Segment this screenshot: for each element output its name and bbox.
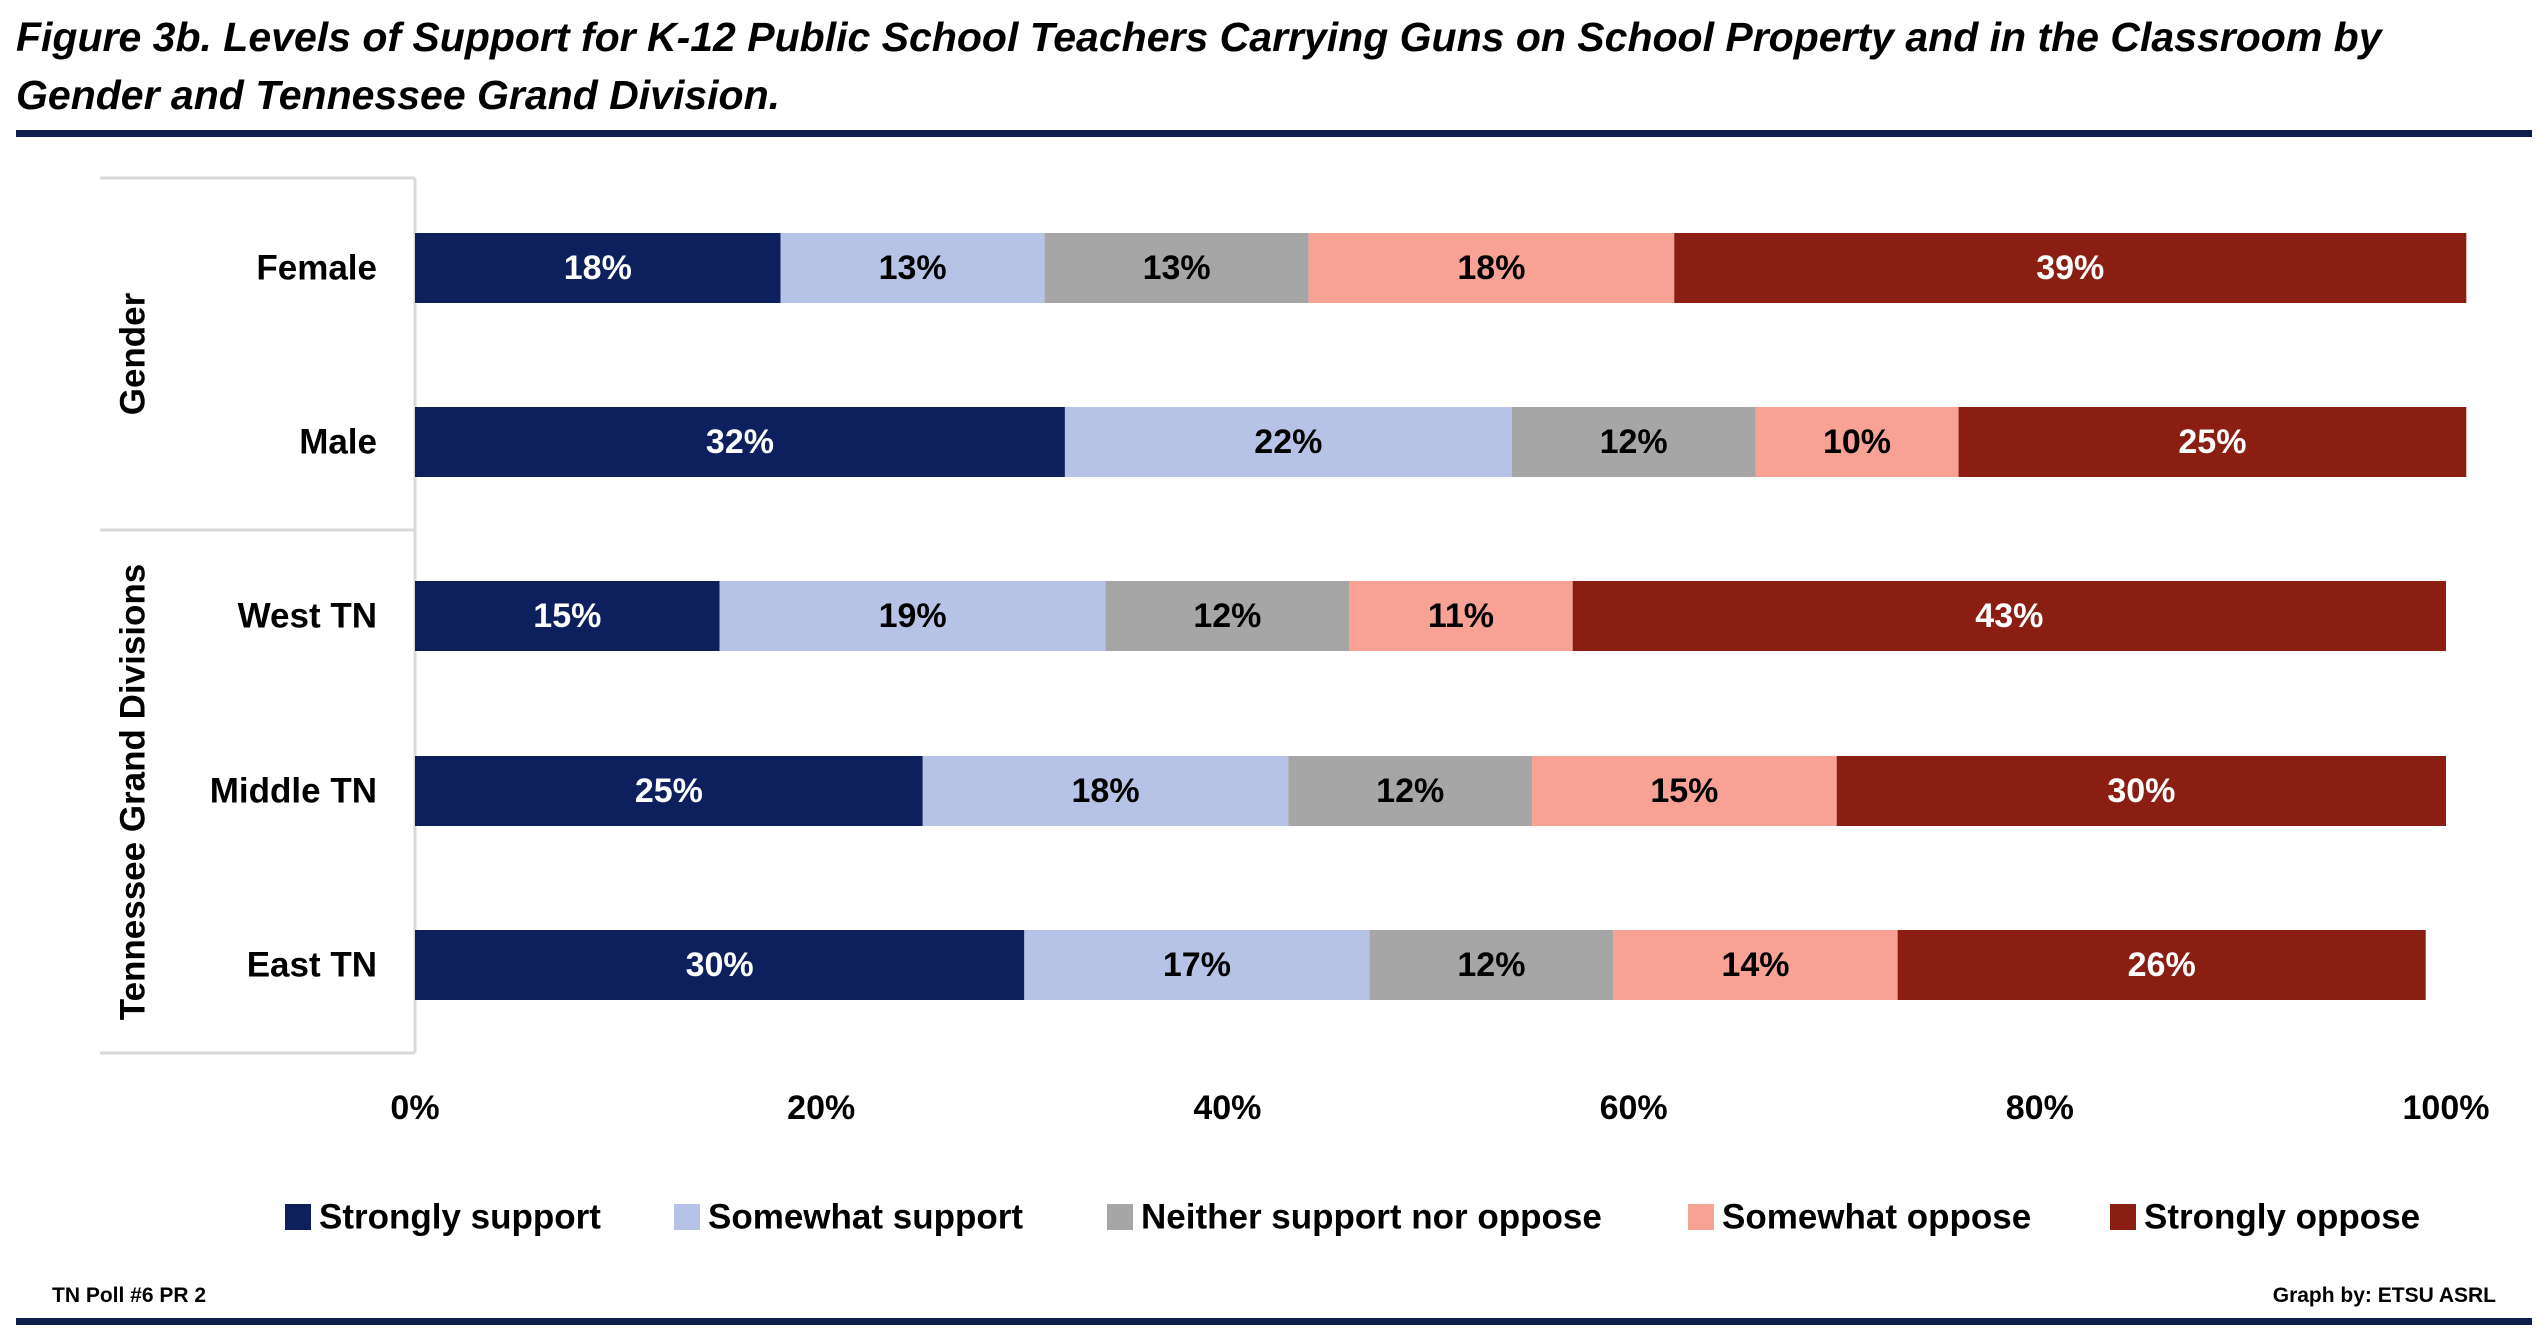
- category-label-female: Female: [256, 249, 377, 288]
- bar-west-tn-somewhat-oppose: [1349, 581, 1573, 651]
- data-label-west-tn-neither-support-nor-oppose: 12%: [1193, 597, 1261, 635]
- x-tick-label-100: 100%: [2403, 1089, 2490, 1127]
- legend-label-strongly-oppose: Strongly oppose: [2144, 1198, 2420, 1237]
- data-label-male-somewhat-oppose: 10%: [1823, 423, 1891, 461]
- bar-middle-tn-somewhat-support: [922, 756, 1289, 826]
- footer-credit: Graph by: ETSU ASRL: [2272, 1284, 2496, 1307]
- x-tick-label-0: 0%: [390, 1089, 439, 1127]
- bar-male-neither-support-nor-oppose: [1511, 407, 1756, 477]
- legend-label-neither-support-nor-oppose: Neither support nor oppose: [1141, 1198, 1602, 1237]
- category-label-west-tn: West TN: [238, 597, 377, 636]
- bar-middle-tn-neither-support-nor-oppose: [1288, 756, 1533, 826]
- bar-female-neither-support-nor-oppose: [1044, 233, 1309, 303]
- x-tick-label-60: 60%: [1600, 1089, 1668, 1127]
- bar-male-somewhat-oppose: [1755, 407, 1959, 477]
- bar-female-strongly-support: [415, 233, 781, 303]
- title-underline: [16, 130, 2532, 137]
- data-label-male-strongly-oppose: 25%: [2178, 423, 2246, 461]
- bar-west-tn-strongly-support: [415, 581, 720, 651]
- stacked-bar-chart: Gender Tennessee Grand Divisions Female 18%…: [100, 176, 2490, 1237]
- footer-rule: [16, 1318, 2532, 1325]
- category-label-male: Male: [299, 423, 377, 462]
- bar-east-tn-strongly-oppose: [1897, 930, 2426, 1000]
- legend-label-somewhat-oppose: Somewhat oppose: [1722, 1198, 2031, 1237]
- x-tick-label-40: 40%: [1193, 1089, 1261, 1127]
- data-label-west-tn-somewhat-support: 19%: [879, 597, 947, 635]
- data-label-middle-tn-neither-support-nor-oppose: 12%: [1376, 772, 1444, 810]
- bar-west-tn-somewhat-support: [719, 581, 1106, 651]
- data-label-middle-tn-strongly-support: 25%: [635, 772, 703, 810]
- bar-male-strongly-support: [415, 407, 1065, 477]
- bar-east-tn-strongly-support: [415, 930, 1025, 1000]
- data-label-female-neither-support-nor-oppose: 13%: [1143, 249, 1211, 287]
- data-label-east-tn-somewhat-support: 17%: [1163, 946, 1231, 984]
- x-tick-label-80: 80%: [2006, 1089, 2074, 1127]
- legend-label-strongly-support: Strongly support: [319, 1198, 601, 1237]
- data-label-middle-tn-somewhat-support: 18%: [1072, 772, 1140, 810]
- group-label-tennessee-grand-divisions: Tennessee Grand Divisions: [114, 564, 153, 1020]
- data-label-female-somewhat-oppose: 18%: [1457, 249, 1525, 287]
- bar-east-tn-neither-support-nor-oppose: [1369, 930, 1614, 1000]
- data-label-male-neither-support-nor-oppose: 12%: [1600, 423, 1668, 461]
- data-label-female-strongly-support: 18%: [564, 249, 632, 287]
- bar-east-tn-somewhat-oppose: [1613, 930, 1898, 1000]
- data-label-east-tn-strongly-oppose: 26%: [2128, 946, 2196, 984]
- bar-east-tn-somewhat-support: [1024, 930, 1370, 1000]
- footer-source: TN Poll #6 PR 2: [52, 1284, 207, 1307]
- legend-swatch-neither-support-nor-oppose: [1107, 1204, 1133, 1230]
- chart-title: Figure 3b. Levels of Support for K-12 Pu…: [16, 14, 2382, 118]
- legend-swatch-somewhat-support: [674, 1204, 700, 1230]
- bar-middle-tn-strongly-oppose: [1836, 756, 2446, 826]
- data-label-east-tn-somewhat-oppose: 14%: [1721, 946, 1789, 984]
- bar-female-somewhat-support: [780, 233, 1045, 303]
- bar-female-strongly-oppose: [1674, 233, 2467, 303]
- x-tick-label-20: 20%: [787, 1089, 855, 1127]
- bar-west-tn-strongly-oppose: [1572, 581, 2446, 651]
- bar-male-somewhat-support: [1064, 407, 1512, 477]
- bar-female-somewhat-oppose: [1308, 233, 1675, 303]
- bar-middle-tn-somewhat-oppose: [1532, 756, 1837, 826]
- data-label-west-tn-strongly-oppose: 43%: [1975, 597, 2043, 635]
- legend-swatch-strongly-support: [285, 1204, 311, 1230]
- data-label-middle-tn-somewhat-oppose: 15%: [1650, 772, 1718, 810]
- bar-middle-tn-strongly-support: [415, 756, 923, 826]
- data-label-east-tn-neither-support-nor-oppose: 12%: [1457, 946, 1525, 984]
- data-label-west-tn-strongly-support: 15%: [533, 597, 601, 635]
- data-label-male-somewhat-support: 22%: [1254, 423, 1322, 461]
- data-label-male-strongly-support: 32%: [706, 423, 774, 461]
- group-label-gender: Gender: [114, 292, 153, 415]
- legend-label-somewhat-support: Somewhat support: [708, 1198, 1023, 1237]
- data-label-east-tn-strongly-support: 30%: [686, 946, 754, 984]
- category-label-east-tn: East TN: [247, 946, 377, 985]
- bar-male-strongly-oppose: [1958, 407, 2467, 477]
- category-label-middle-tn: Middle TN: [210, 772, 377, 811]
- data-label-west-tn-somewhat-oppose: 11%: [1428, 597, 1494, 635]
- data-label-middle-tn-strongly-oppose: 30%: [2107, 772, 2175, 810]
- bar-west-tn-neither-support-nor-oppose: [1105, 581, 1350, 651]
- legend-swatch-strongly-oppose: [2110, 1204, 2136, 1230]
- legend-swatch-somewhat-oppose: [1688, 1204, 1714, 1230]
- data-label-female-strongly-oppose: 39%: [2036, 249, 2104, 287]
- data-label-female-somewhat-support: 13%: [879, 249, 947, 287]
